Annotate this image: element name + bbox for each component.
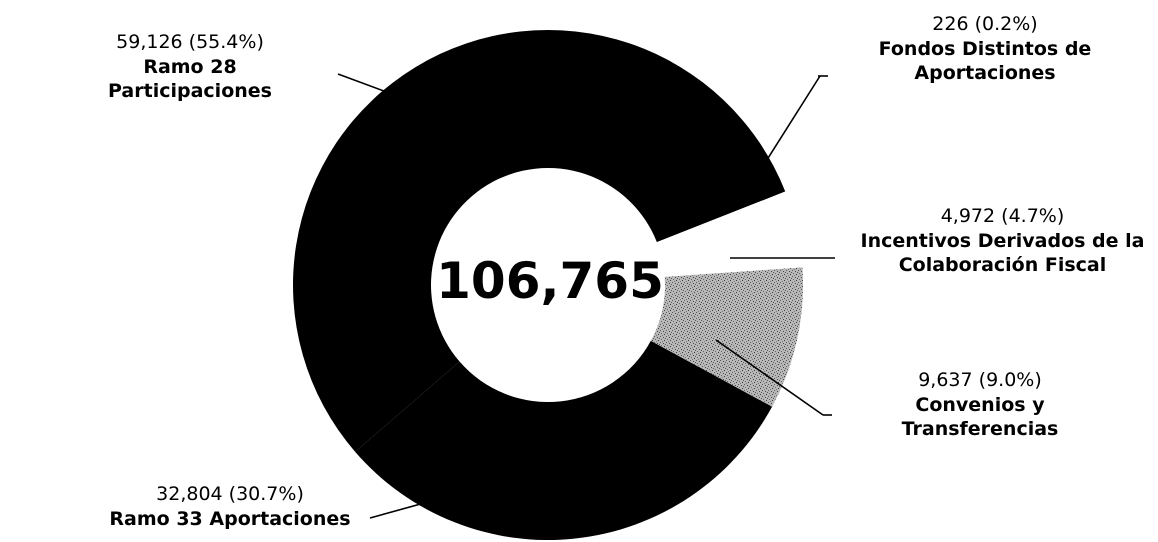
slice-4 <box>355 340 773 540</box>
slice-1 <box>656 191 787 244</box>
leader-line-3 <box>715 339 824 416</box>
slice-value-label-0: 59,126 (55.4%) <box>116 31 264 53</box>
slice-2 <box>657 194 803 277</box>
slice-value-label-1: 226 (0.2%) <box>932 13 1038 35</box>
leader-line-1 <box>757 75 821 175</box>
leader-line-4 <box>369 481 501 519</box>
slice-name-label-0: Ramo 28 Participaciones <box>108 55 272 103</box>
slice-0 <box>292 29 786 452</box>
slice-value-label-2: 4,972 (4.7%) <box>940 205 1065 227</box>
label-convenios: 9,637 (9.0%) Convenios y Transferencias <box>870 368 1090 442</box>
leader-line-0 <box>337 73 401 98</box>
total-label: 106,765 <box>436 252 664 310</box>
slice-name-label-2: Incentivos Derivados de la Colaboración … <box>860 229 1145 277</box>
label-ramo-28: 59,126 (55.4%) Ramo 28 Participaciones <box>60 30 320 104</box>
label-incentivos: 4,972 (4.7%) Incentivos Derivados de la … <box>850 204 1155 278</box>
slice-name-label-4: Ramo 33 Aportaciones <box>109 507 351 530</box>
slice-value-label-3: 9,637 (9.0%) <box>918 369 1042 391</box>
slice-name-label-1: Fondos Distintos de Aportaciones <box>878 37 1092 85</box>
label-ramo-33: 32,804 (30.7%) Ramo 33 Aportaciones <box>80 482 380 531</box>
label-fondos-distintos: 226 (0.2%) Fondos Distintos de Aportacio… <box>860 12 1110 86</box>
slice-value-label-4: 32,804 (30.7%) <box>156 483 304 505</box>
slice-name-label-3: Convenios y Transferencias <box>901 393 1059 441</box>
slice-3 <box>650 267 803 407</box>
